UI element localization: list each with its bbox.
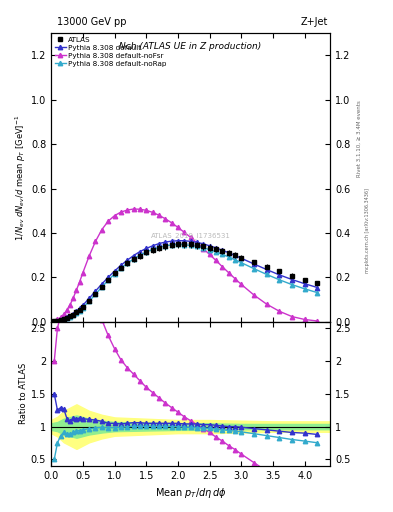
Text: Rivet 3.1.10, ≥ 3.4M events: Rivet 3.1.10, ≥ 3.4M events [357,100,362,177]
Text: 13000 GeV pp: 13000 GeV pp [57,16,127,27]
Text: Z+Jet: Z+Jet [301,16,328,27]
Y-axis label: Ratio to ATLAS: Ratio to ATLAS [19,363,28,424]
Y-axis label: $1/N_{ev}$ $dN_{ev}/d$ mean $p_T$ $[\rm{GeV}]^{-1}$: $1/N_{ev}$ $dN_{ev}/d$ mean $p_T$ $[\rm{… [14,114,28,241]
Legend: ATLAS, Pythia 8.308 default, Pythia 8.308 default-noFsr, Pythia 8.308 default-no: ATLAS, Pythia 8.308 default, Pythia 8.30… [53,35,168,68]
Text: Nch (ATLAS UE in Z production): Nch (ATLAS UE in Z production) [119,42,262,51]
Text: ATLAS_2019_I1736531: ATLAS_2019_I1736531 [151,232,231,239]
Text: mcplots.cern.ch [arXiv:1306.3436]: mcplots.cern.ch [arXiv:1306.3436] [365,188,371,273]
X-axis label: Mean $p_T/d\eta\,d\phi$: Mean $p_T/d\eta\,d\phi$ [155,486,226,500]
